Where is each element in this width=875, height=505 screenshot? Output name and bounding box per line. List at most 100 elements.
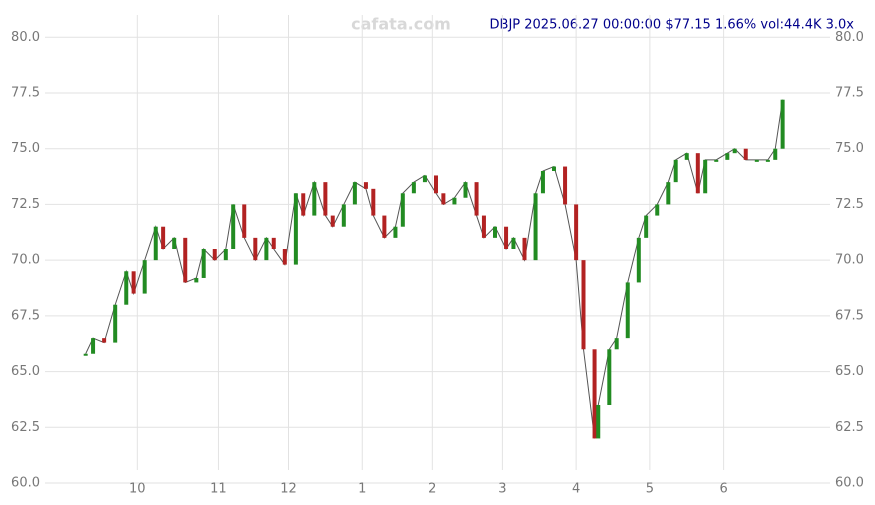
y-tick-label-right: 65.0	[835, 364, 864, 379]
candle	[714, 159, 719, 162]
candle	[441, 193, 446, 205]
y-tick-label: 62.5	[11, 420, 40, 435]
y-tick-label-right: 80.0	[835, 30, 864, 45]
candle	[673, 159, 678, 183]
candle	[474, 182, 479, 216]
candle	[725, 153, 730, 160]
candle	[607, 349, 612, 405]
candle	[323, 182, 328, 216]
y-tick-label: 70.0	[11, 253, 40, 268]
candle	[371, 188, 376, 216]
candle	[393, 226, 398, 238]
candle	[765, 159, 770, 162]
y-tick-label: 80.0	[11, 30, 40, 45]
candle	[113, 304, 118, 343]
candle	[636, 237, 641, 283]
x-tick-label: 10	[129, 482, 146, 497]
candle	[754, 159, 759, 162]
candle	[703, 159, 708, 194]
candle	[212, 249, 217, 261]
candle	[330, 215, 335, 227]
y-tick-label: 60.0	[11, 476, 40, 491]
y-tick-label-right: 67.5	[835, 308, 864, 323]
candle	[732, 148, 737, 154]
candle	[743, 148, 748, 160]
candle	[563, 166, 568, 205]
candle	[282, 249, 287, 265]
candle	[142, 260, 147, 294]
y-tick-label-right: 77.5	[835, 86, 864, 101]
x-tick-label: 3	[498, 482, 506, 497]
y-tick-label: 77.5	[11, 86, 40, 101]
x-tick-label: 11	[210, 482, 227, 497]
watermark: cafata.com	[351, 15, 451, 34]
candle	[780, 99, 785, 149]
candle	[301, 193, 306, 216]
x-tick-label: 4	[572, 482, 580, 497]
candle	[592, 349, 597, 439]
candle	[452, 197, 457, 205]
candle	[695, 153, 700, 194]
y-tick-label: 75.0	[11, 141, 40, 156]
candle	[124, 271, 129, 305]
candle	[400, 193, 405, 227]
candle	[253, 237, 258, 261]
candle	[341, 204, 346, 227]
candle	[352, 182, 357, 205]
candle	[411, 182, 416, 194]
candle	[153, 226, 158, 261]
candle	[172, 237, 177, 249]
y-tick-label-right: 70.0	[835, 253, 864, 268]
candle	[773, 148, 778, 160]
candle	[522, 237, 527, 261]
candle	[574, 204, 579, 261]
x-tick-label: 1	[358, 482, 366, 497]
y-tick-label-right: 62.5	[835, 420, 864, 435]
candle	[382, 215, 387, 238]
candle	[83, 353, 88, 356]
candle	[666, 182, 671, 205]
candle	[552, 166, 556, 171]
candle	[231, 204, 236, 249]
x-tick-label: 6	[719, 482, 727, 497]
candle	[511, 237, 516, 249]
candle	[183, 237, 188, 283]
chart-title: DBJP 2025.06.27 00:00:00 $77.15 1.66% vo…	[490, 18, 855, 33]
candle	[363, 182, 368, 189]
price-line	[85, 99, 784, 439]
candle	[504, 226, 509, 249]
candle	[312, 182, 317, 216]
candle	[540, 171, 545, 194]
candle	[644, 215, 649, 238]
x-tick-label: 5	[646, 482, 654, 497]
candle	[463, 182, 468, 198]
candle	[422, 175, 427, 183]
candle	[264, 237, 269, 261]
y-tick-label: 65.0	[11, 364, 40, 379]
candle	[493, 226, 497, 238]
candle	[481, 215, 486, 238]
candle	[242, 204, 247, 238]
candle	[293, 193, 298, 265]
candle	[161, 226, 166, 249]
x-tick-label: 2	[428, 482, 436, 497]
candle	[434, 175, 438, 194]
y-tick-label: 72.5	[11, 197, 40, 212]
candle	[581, 260, 586, 350]
candle	[655, 204, 660, 216]
candle	[625, 282, 630, 339]
y-tick-label: 67.5	[11, 308, 40, 323]
candle	[271, 237, 276, 249]
y-tick-label-right: 75.0	[835, 141, 864, 156]
x-tick-label: 12	[280, 482, 297, 497]
candle	[614, 338, 619, 350]
candle	[194, 277, 199, 283]
candle	[131, 271, 136, 294]
y-tick-label-right: 60.0	[835, 476, 864, 491]
candle	[596, 405, 601, 439]
candle	[201, 249, 206, 278]
candle	[102, 338, 107, 343]
candle	[223, 249, 228, 261]
y-tick-label-right: 72.5	[835, 197, 864, 212]
